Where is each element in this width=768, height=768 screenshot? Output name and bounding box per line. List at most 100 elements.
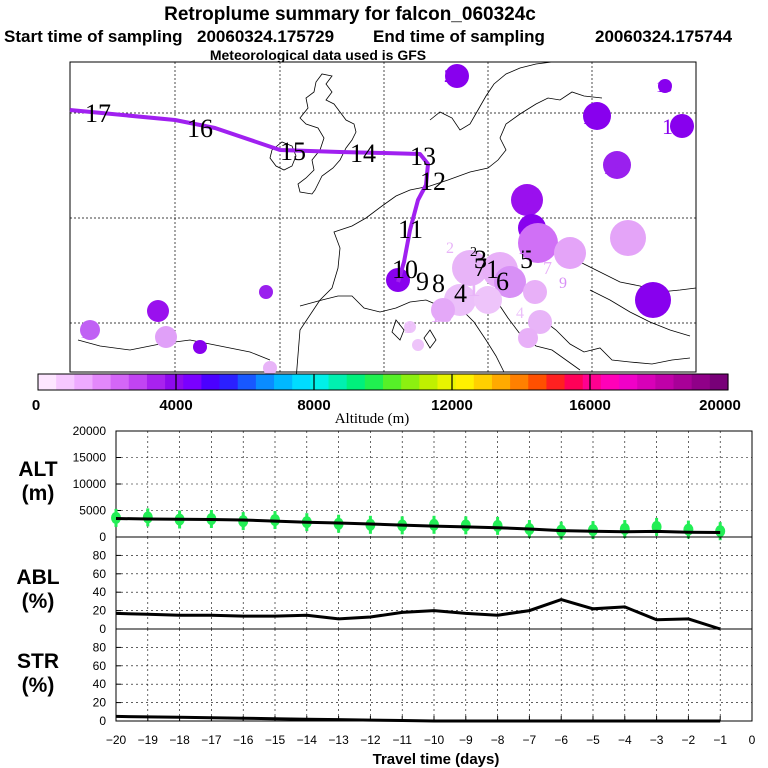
plume-circle bbox=[670, 114, 694, 138]
end-time-label: End time of sampling bbox=[373, 27, 545, 46]
abl-panel: ABL (%) 0 20 40 60 80 bbox=[16, 536, 753, 636]
coastline-scandinavia bbox=[429, 61, 553, 131]
str-fraction-line bbox=[115, 714, 721, 723]
plume-circle bbox=[263, 361, 277, 375]
colorbar-cell bbox=[364, 374, 384, 390]
str-y-tick-label: 60 bbox=[93, 659, 107, 673]
trajectory-day-label: 12 bbox=[420, 167, 446, 196]
colorbar-cell bbox=[655, 374, 675, 390]
abl-y-tick-label: 0 bbox=[99, 622, 106, 636]
trajectory-day-label: 13 bbox=[410, 142, 436, 171]
str-y-tick-label: 40 bbox=[93, 677, 107, 691]
trajectory-day-label: 16 bbox=[187, 114, 213, 143]
colorbar-cell bbox=[473, 374, 493, 390]
colorbar-cell bbox=[383, 374, 402, 390]
alt-y-tick-label: 5000 bbox=[79, 504, 106, 518]
colorbar-cell bbox=[437, 374, 457, 390]
plume-circles bbox=[80, 64, 694, 375]
start-time-value: 20060324.175729 bbox=[197, 27, 334, 46]
colorbar-cells bbox=[38, 374, 729, 390]
plume-circle bbox=[518, 223, 558, 263]
x-tick-label: −13 bbox=[328, 733, 349, 747]
colorbar-cell bbox=[328, 374, 348, 390]
plume-circle bbox=[147, 300, 169, 322]
colorbar-cell bbox=[673, 374, 693, 390]
start-time-label: Start time of sampling bbox=[4, 27, 183, 46]
colorbar-tick-label: 12000 bbox=[431, 397, 473, 414]
x-axis-tick-labels: −20 −19 −18 −17 −16 −15 −14 −13 −12 −11 −10 −9 −8 −7−… bbox=[106, 716, 756, 747]
colorbar-cell bbox=[183, 374, 203, 390]
x-tick-label: −15 bbox=[265, 733, 286, 747]
colorbar-frame bbox=[37, 373, 729, 391]
plume-circle bbox=[554, 237, 586, 269]
x-tick-label: −4 bbox=[618, 733, 632, 747]
alt-panel-unit: (m) bbox=[22, 482, 55, 505]
x-tick-label: 0 bbox=[749, 733, 756, 747]
colorbar-tick-label: 20000 bbox=[699, 397, 741, 414]
colorbar-cell bbox=[219, 374, 239, 390]
plume-day-label: 19 bbox=[582, 104, 604, 129]
plume-day-label: 11 bbox=[612, 226, 633, 251]
colorbar-cell bbox=[546, 374, 566, 390]
alt-y-tick-label: 15000 bbox=[73, 451, 107, 465]
alt-y-tick-label: 20000 bbox=[73, 424, 107, 438]
str-panel-label: STR bbox=[17, 650, 59, 673]
plume-day-label: 18 bbox=[603, 154, 625, 179]
trajectory-day-label: 17 bbox=[85, 99, 111, 128]
str-y-tick-label: 0 bbox=[99, 714, 106, 728]
trajectory-day-label: 1 bbox=[486, 255, 499, 284]
x-tick-label: −20 bbox=[106, 733, 127, 747]
trajectory-day-label: 9 bbox=[416, 267, 429, 296]
abl-y-tick-label: 40 bbox=[93, 585, 107, 599]
trajectory-day-label: 8 bbox=[432, 269, 445, 298]
trajectory-day-label: 10 bbox=[392, 255, 418, 284]
plume-circle bbox=[155, 326, 177, 348]
plume-circle bbox=[603, 151, 631, 179]
abl-panel-label: ABL bbox=[16, 566, 59, 589]
colorbar-cell bbox=[619, 374, 638, 390]
colorbar-cell bbox=[709, 374, 729, 390]
colorbar-cell bbox=[201, 374, 221, 390]
colorbar-cell bbox=[310, 374, 330, 390]
colorbar-cell bbox=[146, 374, 166, 390]
coastline-west-europe bbox=[295, 91, 603, 381]
colorbar-tick-label: 0 bbox=[32, 397, 40, 414]
colorbar-cell bbox=[110, 374, 130, 390]
colorbar-cell bbox=[165, 374, 184, 390]
colorbar-tick-label: 16000 bbox=[569, 397, 611, 414]
trajectory-day-label: 14 bbox=[350, 139, 376, 168]
colorbar-cell bbox=[274, 374, 293, 390]
alt-mean-line bbox=[115, 517, 721, 534]
map-panel: 17 16 15 14 13 12 11 10 9 8 7 6 5 4 3 2 … bbox=[69, 61, 697, 381]
colorbar-cell bbox=[455, 374, 475, 390]
x-tick-label: −18 bbox=[169, 733, 190, 747]
abl-fraction-line bbox=[115, 598, 721, 631]
plume-day-labels: 20 19 18 17 15 13 12 11 10 9 8 7 6 5 4 3… bbox=[80, 66, 684, 342]
back-trajectory-line bbox=[69, 108, 430, 283]
trajectory-day-label: 15 bbox=[280, 137, 306, 166]
trajectory-day-label: 6 bbox=[496, 267, 509, 296]
colorbar-cell bbox=[401, 374, 420, 390]
plume-circle bbox=[658, 79, 672, 93]
plume-circle bbox=[523, 280, 547, 304]
trajectory-day-label: 2 bbox=[470, 245, 477, 260]
colorbar-cell bbox=[528, 374, 548, 390]
alt-panel: ALT (m) 0 5000 10000 15000 20000 bbox=[18, 424, 753, 544]
trajectory-day-label: 4 bbox=[454, 279, 467, 308]
str-y-tick-label: 20 bbox=[93, 696, 107, 710]
plume-day-label: 5 bbox=[494, 292, 502, 309]
x-tick-label: −1 bbox=[713, 733, 727, 747]
plume-day-label: 14 bbox=[80, 325, 96, 342]
plume-day-label: 10 bbox=[517, 228, 547, 261]
x-tick-label: −16 bbox=[233, 733, 254, 747]
plume-day-label: 4 bbox=[516, 305, 524, 322]
str-gridlines bbox=[116, 629, 752, 722]
figure-header: Retroplume summary for falcon_060324c St… bbox=[4, 4, 733, 63]
coastline-island bbox=[391, 319, 405, 341]
plume-day-label: 20 bbox=[444, 66, 462, 86]
x-tick-label: −19 bbox=[138, 733, 159, 747]
plume-circle bbox=[518, 328, 538, 348]
colorbar-cell bbox=[292, 374, 311, 390]
abl-y-tick-label: 80 bbox=[93, 548, 107, 562]
coastlines bbox=[77, 61, 697, 381]
